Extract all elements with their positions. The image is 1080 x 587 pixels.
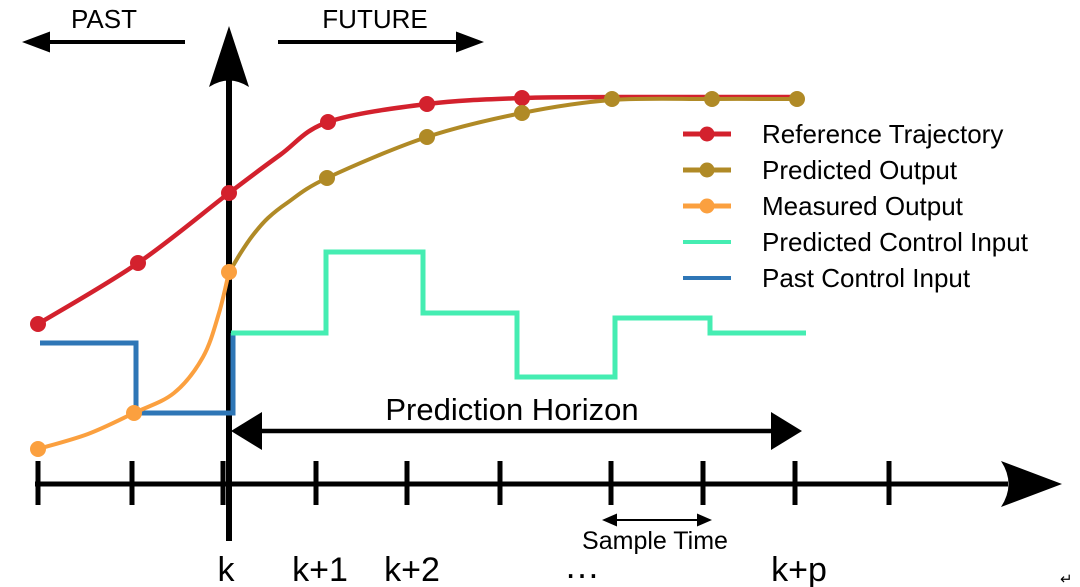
series-dot [320,114,336,130]
future-arrow [278,31,484,53]
legend-item-reference-trajectory: Reference Trajectory [683,119,1003,149]
series-dot [221,185,237,201]
tick-label-k: k [218,551,236,587]
prediction-horizon-right-head-icon [771,412,802,450]
series-dot [30,316,46,332]
series-dot [319,170,335,186]
past-arrow-head-icon [22,31,50,53]
future-arrow-head-icon [456,31,484,53]
series-predicted-output [228,96,798,273]
value-axis-arrowhead-icon [209,26,249,87]
series-dot [130,255,146,271]
series-dot [221,264,237,280]
value-axis [209,26,249,541]
series-dot [604,91,620,107]
time-axis [35,461,1062,507]
legend-marker-dot-icon [699,198,715,214]
legend-marker-dot-icon [699,162,715,178]
series-predicted-control-input [231,249,806,380]
sample-time-label: Sample Time [582,527,728,555]
return-mark: ↵ [1060,571,1073,587]
sample-time-right-head-icon [697,513,712,527]
series-reference-trajectory [36,94,797,326]
tick-label-k1: k+1 [292,551,348,587]
series-layer [30,90,806,457]
time-axis-ticks [35,461,892,505]
time-axis-arrowhead-icon [1001,461,1062,507]
series-dot [30,441,46,457]
x-tick-labels: k k+1 k+2 … k+p [218,545,827,587]
series-measured-output [37,271,231,451]
series-dot [789,91,805,107]
legend-label: Predicted Control Input [762,227,1029,257]
prediction-horizon-left-head-icon [231,412,262,450]
series-dot [514,90,530,106]
legend-item-measured-output: Measured Output [683,191,964,221]
legend-item-predicted-control-input: Predicted Control Input [683,227,1029,257]
sample-time-arrow [602,513,712,527]
series-dot [704,91,720,107]
legend-marker-dot-icon [699,126,715,142]
series-past-control-input [40,333,236,416]
past-label: PAST [71,4,137,34]
future-label: FUTURE [322,4,427,34]
series-dot [514,105,530,121]
prediction-horizon-label: Prediction Horizon [385,392,638,427]
tick-label-k2: k+2 [384,551,440,587]
series-dot [419,96,435,112]
tick-label-kp: k+p [771,551,827,587]
series-dot [126,405,142,421]
past-arrow [22,31,185,53]
series-dot [419,129,435,145]
legend-label: Past Control Input [762,263,971,293]
tick-label-ellipsis: … [564,545,600,586]
legend-item-past-control-input: Past Control Input [683,263,971,293]
legend: Reference Trajectory Predicted Output Me… [683,119,1029,293]
legend-label: Measured Output [762,191,964,221]
legend-item-predicted-output: Predicted Output [683,155,958,185]
legend-label: Reference Trajectory [762,119,1003,149]
legend-label: Predicted Output [762,155,958,185]
sample-time-left-head-icon [602,513,617,527]
prediction-horizon-arrow [231,412,802,450]
